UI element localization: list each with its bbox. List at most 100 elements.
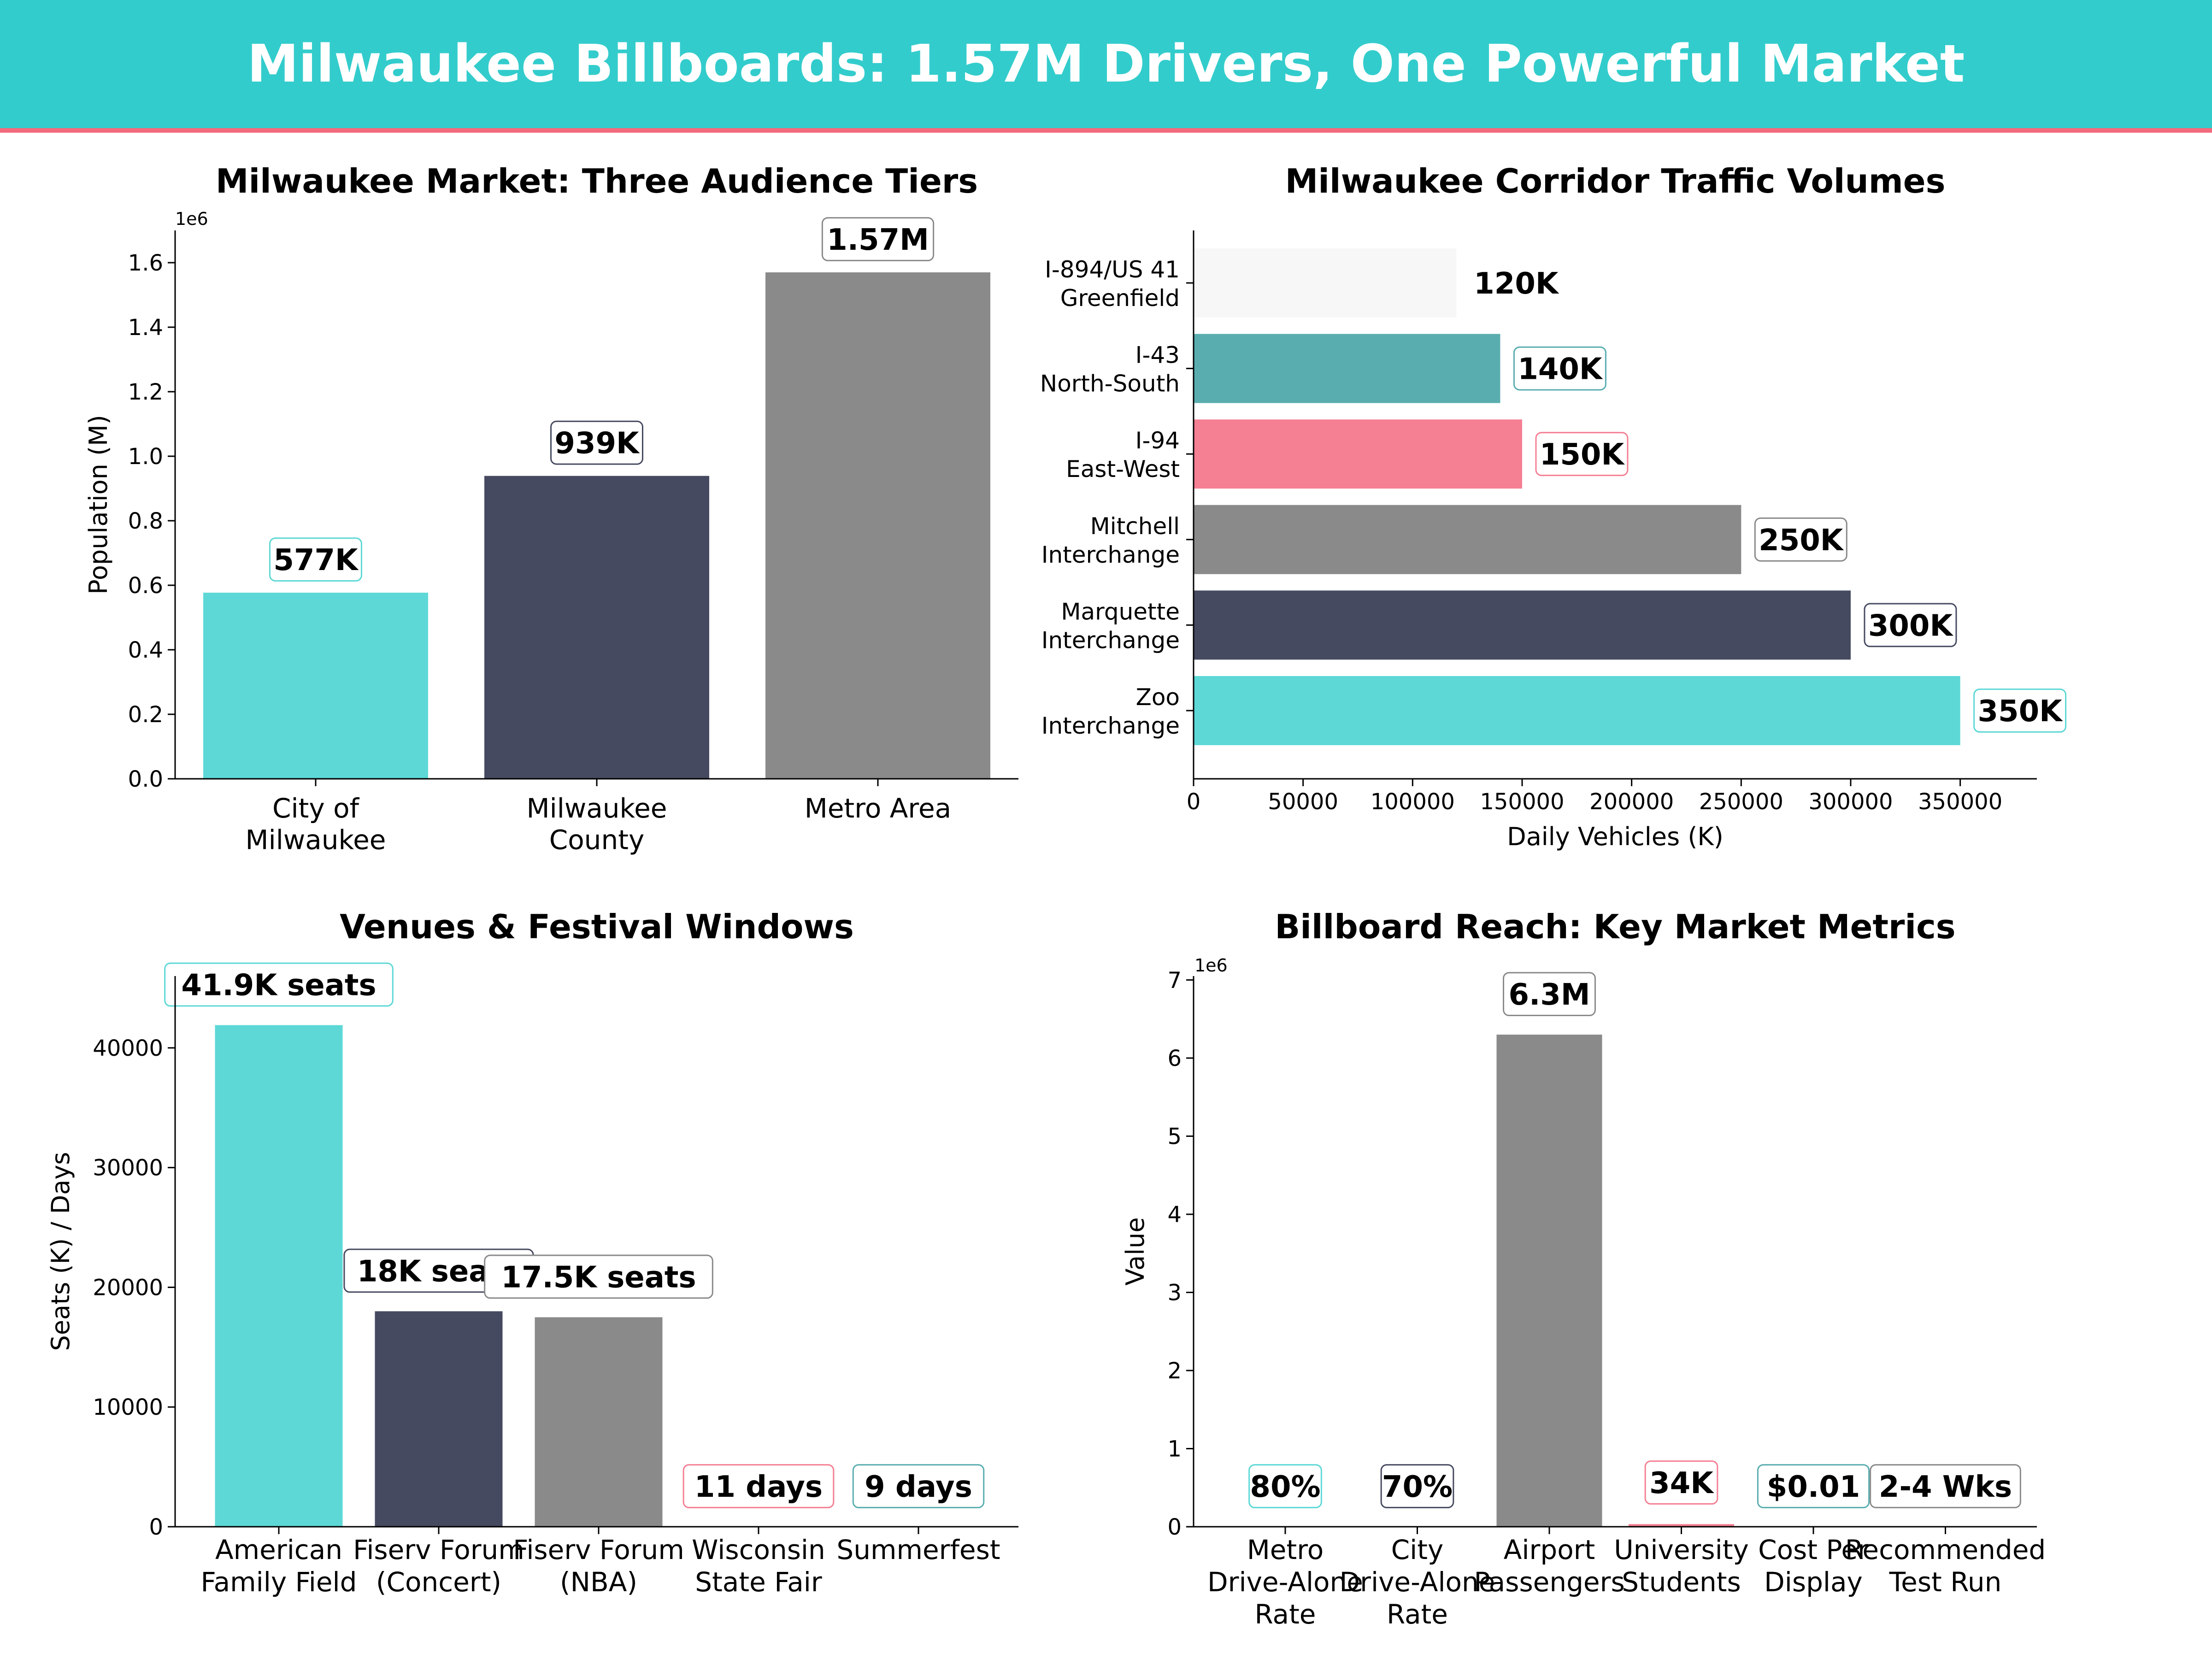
chart-2-y-tick-label: Zoo	[1136, 684, 1180, 711]
chart-3-x-tick-label: American	[215, 1534, 342, 1565]
data-label-box	[1754, 517, 1847, 562]
chart-2-x-tick-label: 150000	[1480, 789, 1564, 815]
chart-1-y-tick-label: 0.8	[128, 508, 163, 534]
chart-1-y-tick-label: 1.4	[128, 315, 163, 341]
chart-4-y-tick-label: 6	[1167, 1046, 1182, 1071]
data-label: 70%	[1382, 1470, 1453, 1504]
data-label: 17.5K seats	[501, 1260, 696, 1294]
chart-2-y-tick-label: I-94	[1135, 427, 1180, 454]
chart-3-y-axis-label: Seats (K) / Days	[46, 1152, 75, 1351]
chart-4-y-tick-label: 7	[1167, 967, 1182, 993]
dashboard-title: Milwaukee Billboards: 1.57M Drivers, One…	[247, 34, 1965, 94]
chart-4-y-axis-label: Value	[1121, 1217, 1150, 1285]
chart-4-x-tick-label: Test Run	[1889, 1566, 2002, 1598]
chart-2-y-tick-label: East-West	[1066, 456, 1180, 482]
chart-3-title: Venues & Festival Windows	[340, 907, 854, 946]
chart-2-x-tick-label: 200000	[1589, 789, 1674, 815]
data-label: 2-4 Wks	[1879, 1470, 2012, 1504]
data-label: 9 days	[865, 1470, 972, 1504]
data-label-box	[550, 420, 643, 465]
data-label: 11 days	[694, 1470, 823, 1504]
chart-4-y-tick-label: 4	[1167, 1202, 1182, 1228]
chart-2-y-tick-label: I-43	[1135, 342, 1180, 369]
chart-4-y-tick-label: 1	[1167, 1436, 1182, 1462]
data-label-box	[269, 537, 362, 582]
chart-4-y-tick-label: 3	[1167, 1280, 1182, 1306]
chart-2-y-tick-label: Mitchell	[1090, 513, 1180, 540]
chart-3-x-tick-label: (Concert)	[376, 1566, 501, 1598]
chart-2-bar	[1194, 334, 1500, 403]
chart-2-x-axis-label: Daily Vehicles (K)	[1507, 822, 1724, 851]
chart-3-bar	[375, 1311, 503, 1527]
chart-2-x-tick-label: 300000	[1808, 789, 1893, 815]
data-label: 250K	[1759, 524, 1844, 558]
chart-4-title: Billboard Reach: Key Market Metrics	[1275, 907, 1955, 946]
chart-2-y-tick-label: Marquette	[1061, 598, 1180, 625]
chart-4-x-tick-label: Drive-Alone	[1207, 1566, 1363, 1598]
chart-2-y-tick-label: Interchange	[1041, 627, 1180, 653]
chart-4-x-tick-label: City	[1391, 1534, 1444, 1565]
chart-1-title: Milwaukee Market: Three Audience Tiers	[216, 162, 978, 200]
chart-1-y-tick-label: 0.0	[128, 766, 163, 792]
chart-2-x-tick-label: 50000	[1268, 789, 1338, 815]
data-label: 120K	[1474, 267, 1559, 301]
chart-1-x-tick-label: Milwaukee County	[527, 793, 667, 855]
chart-3-x-tick-label: Fiserv Forum	[353, 1534, 524, 1565]
chart-2-x-tick-label: 0	[1187, 789, 1201, 815]
chart-3-x-tick-label: Family Field	[201, 1566, 357, 1598]
chart-4-x-tick-label: Rate	[1387, 1599, 1448, 1630]
data-label-box	[852, 1464, 985, 1508]
chart-2-y-tick-label: Interchange	[1041, 541, 1180, 568]
data-label-box	[1503, 972, 1596, 1017]
data-label: 34K	[1649, 1466, 1714, 1500]
data-label: 150K	[1540, 438, 1625, 472]
chart-2-y-tick-label: North-South	[1040, 371, 1180, 397]
chart-1-x-tick-label: City of Milwaukee	[246, 793, 386, 855]
data-label: 1.57M	[827, 223, 929, 257]
data-label-box	[1973, 688, 2067, 733]
chart-3-y-tick-label: 0	[149, 1514, 163, 1540]
data-label-box	[1380, 1464, 1454, 1508]
chart-2-bar	[1194, 419, 1522, 489]
data-label-box	[821, 217, 935, 261]
chart-2-x-tick-label: 250000	[1699, 789, 1783, 815]
data-label-box	[1535, 432, 1629, 477]
chart-4-x-tick-label: University	[1614, 1534, 1749, 1565]
data-label-box	[1864, 603, 1957, 647]
chart-3-y-tick-label: 30000	[93, 1155, 163, 1181]
chart-1-bar	[203, 593, 428, 779]
chart-1-y-axis-label: Population (M)	[84, 415, 113, 594]
chart-1-y-tick-label: 0.4	[128, 637, 163, 663]
chart-1-x-tick-label: Metro Area	[805, 793, 951, 824]
chart-3-x-tick-label: (NBA)	[560, 1566, 637, 1598]
data-label-box	[1469, 261, 1563, 305]
chart-3-x-tick-label: Wisconsin	[692, 1534, 825, 1565]
chart-1-y-tick-label: 1.6	[128, 250, 163, 276]
data-label: 80%	[1250, 1470, 1320, 1504]
chart-4-x-tick-label: Metro	[1247, 1534, 1324, 1565]
data-label-box	[1757, 1464, 1870, 1508]
chart-3-y-tick-label: 20000	[93, 1275, 163, 1300]
chart-1-y-tick-label: 0.6	[128, 573, 163, 599]
chart-4-x-tick-label: Airport	[1504, 1534, 1595, 1565]
chart-3-y-tick-label: 10000	[93, 1394, 163, 1420]
chart-3-x-tick-label: Fiserv Forum	[513, 1534, 684, 1565]
chart-4-y-tick-label: 2	[1167, 1358, 1182, 1384]
data-label: 41.9K seats	[181, 969, 376, 1003]
data-label: 939K	[554, 427, 640, 461]
chart-4-bar	[1629, 1524, 1734, 1527]
chart-3-bar	[215, 1025, 343, 1527]
chart-4-x-tick-label: Students	[1622, 1566, 1741, 1598]
data-label-box	[1644, 1460, 1718, 1505]
chart-4-x-tick-label: Passengers	[1474, 1566, 1624, 1598]
chart-2-x-tick-label: 350000	[1918, 789, 2002, 815]
data-label-box	[1248, 1464, 1322, 1508]
chart-3-x-tick-label: Summerfest	[836, 1534, 1000, 1565]
chart-2-bar	[1194, 676, 1960, 745]
chart-4-x-tick-label: Recommended	[1845, 1534, 2046, 1565]
chart-2-y-tick-label: I-894/US 41	[1045, 256, 1180, 283]
chart-1-y-tick-label: 0.2	[128, 702, 163, 728]
data-label: 300K	[1868, 609, 1954, 643]
chart-3-y-tick-label: 40000	[93, 1035, 163, 1061]
chart-1-bar	[484, 476, 709, 779]
